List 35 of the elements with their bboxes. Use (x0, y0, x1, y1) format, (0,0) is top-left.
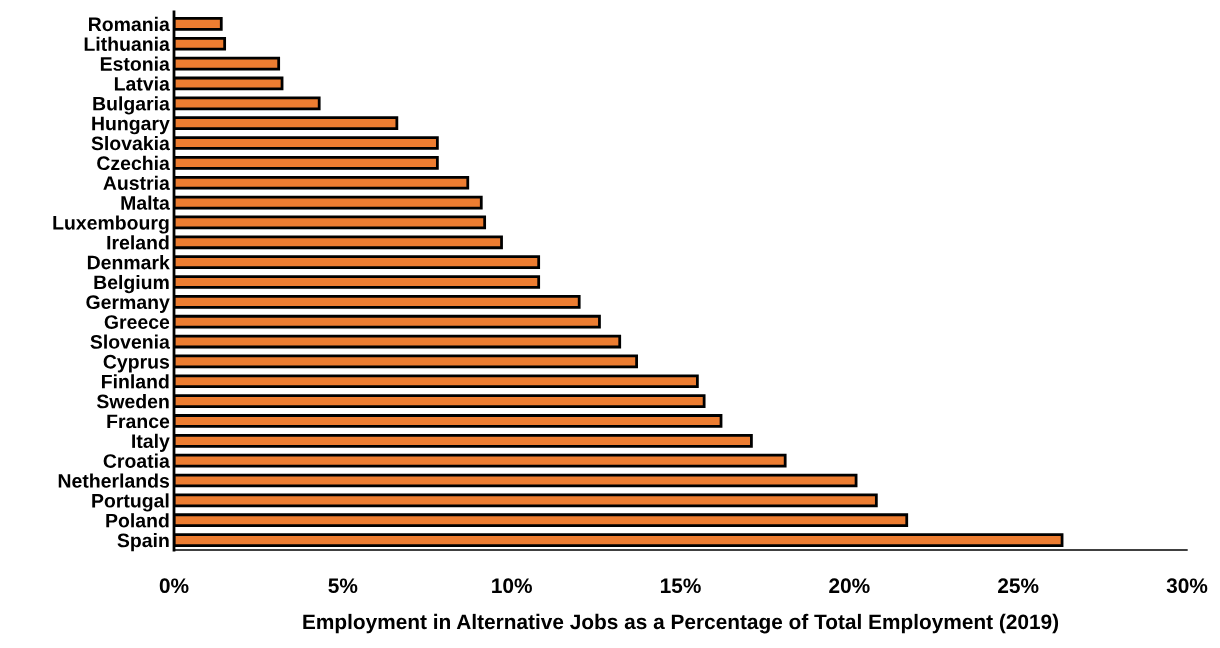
y-tick-label: Italy (132, 433, 170, 452)
x-tick-label: 15% (660, 578, 701, 594)
x-tick-label: 10% (492, 578, 532, 594)
y-tick-label: Hungary (92, 116, 170, 135)
y-tick-label: Slovakia (91, 135, 170, 151)
x-tick-label: 5% (328, 578, 358, 594)
y-tick-label: Germany (86, 295, 170, 313)
y-tick-label: Cyprus (103, 354, 170, 373)
y-tick-label: Netherlands (58, 473, 170, 488)
y-tick-label: France (107, 414, 170, 429)
y-tick-label: Ireland (107, 235, 169, 250)
y-tick-label: Denmark (87, 255, 170, 270)
y-tick-label: Croatia (103, 453, 170, 468)
y-tick-label: Slovenia (90, 334, 170, 349)
y-tick-label: Poland (106, 513, 169, 528)
y-tick-label: Greece (104, 315, 170, 329)
y-tick-label: Bulgaria (93, 96, 170, 115)
x-axis-title: Employment in Alternative Jobs as a Percentage of Total Employment (2019) (303, 613, 1059, 634)
y-tick-label: Latvia (114, 76, 170, 91)
y-tick-label: Sweden (96, 394, 169, 409)
y-tick-label: Luxembourg (53, 215, 169, 234)
y-tick-label: Spain (117, 533, 169, 552)
y-tick-label: Belgium (94, 274, 169, 294)
y-tick-label: Austria (103, 175, 170, 190)
x-tick-label: 0% (159, 578, 189, 594)
x-tick-label: 30% (1166, 578, 1208, 594)
y-tick-label: Portugal (92, 493, 169, 512)
x-tick-label: 25% (998, 578, 1039, 594)
y-tick-label: Malta (121, 195, 170, 210)
y-tick-label: Czechia (97, 155, 170, 171)
y-tick-label: Estonia (100, 56, 170, 71)
x-tick-label: 20% (829, 578, 870, 594)
y-tick-label: Lithuania (84, 36, 170, 51)
y-tick-label: Finland (102, 374, 169, 389)
y-tick-label: Romania (89, 16, 170, 32)
